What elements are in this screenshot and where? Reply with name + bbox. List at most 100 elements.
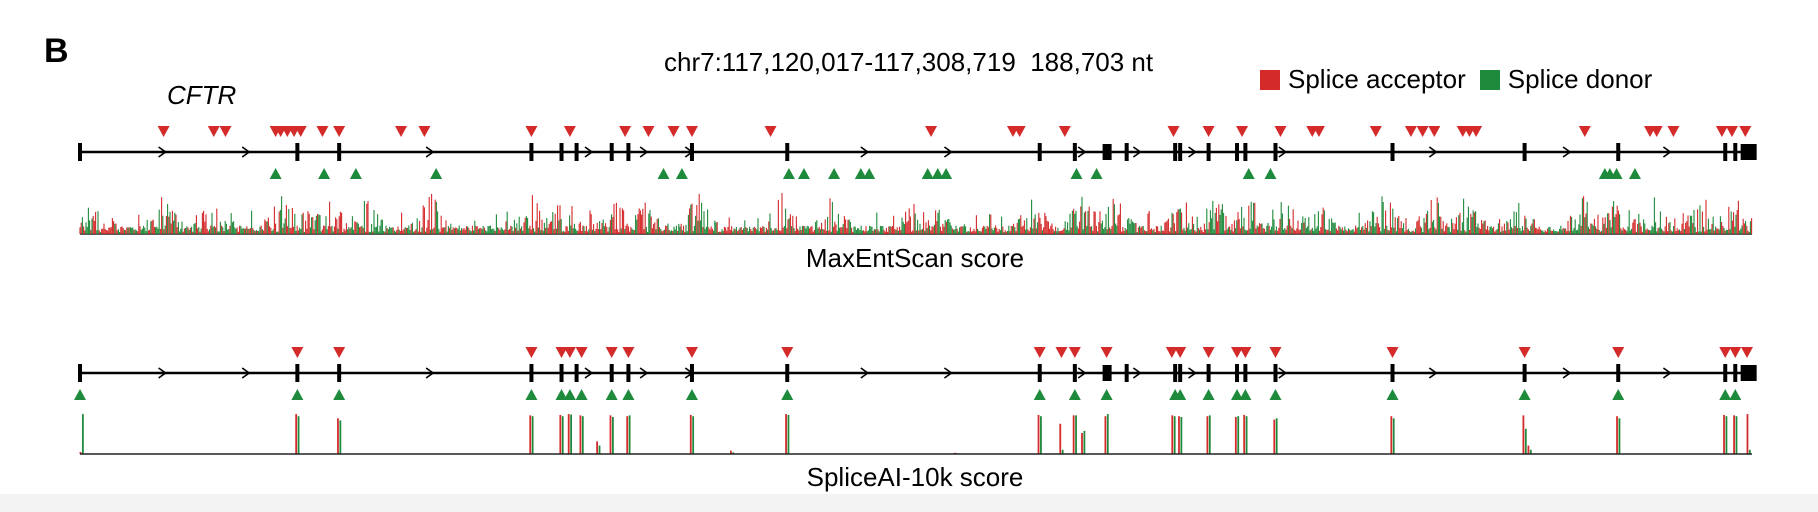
direction-chevron xyxy=(943,367,953,379)
direction-chevron xyxy=(158,367,167,379)
donor-marker xyxy=(1033,389,1046,400)
donor-marker xyxy=(685,389,698,400)
donor-marker xyxy=(333,389,346,400)
acceptor-marker xyxy=(1055,347,1068,358)
exon-block xyxy=(1235,143,1240,161)
acceptor-marker xyxy=(563,126,576,137)
direction-chevron xyxy=(1662,367,1672,379)
acceptor-marker xyxy=(1236,126,1249,137)
exon-block xyxy=(1173,143,1178,161)
acceptor-marker xyxy=(1739,126,1752,137)
acceptor-marker xyxy=(525,347,538,358)
exon-block xyxy=(1616,364,1621,382)
exon-block xyxy=(574,364,579,382)
acceptor-marker xyxy=(1174,347,1187,358)
acceptor-marker xyxy=(685,126,698,137)
direction-chevron xyxy=(1562,367,1572,379)
exon-block xyxy=(559,364,564,382)
direction-chevron xyxy=(584,367,594,379)
exon-block xyxy=(1740,365,1757,381)
acceptor-marker xyxy=(1202,126,1215,137)
exon-block xyxy=(337,143,342,161)
acceptor-marker xyxy=(555,347,568,358)
direction-chevron xyxy=(1188,146,1197,158)
donor-marker xyxy=(1090,168,1103,179)
acceptor-marker xyxy=(1729,347,1742,358)
donor-marker xyxy=(1729,389,1742,400)
direction-chevron xyxy=(1077,146,1087,158)
acceptor-marker xyxy=(316,126,329,137)
donor-marker xyxy=(931,168,944,179)
acceptor-marker xyxy=(764,126,777,137)
donor-marker xyxy=(657,168,670,179)
exon-block xyxy=(1723,143,1728,161)
direction-chevron xyxy=(1188,367,1197,379)
exon-block xyxy=(1235,364,1240,382)
donor-marker xyxy=(863,168,876,179)
donor-marker xyxy=(1518,389,1531,400)
legend-acceptor-label: Splice acceptor xyxy=(1288,64,1466,94)
exon-block xyxy=(1390,143,1395,161)
exon-block xyxy=(689,364,694,382)
donor-marker xyxy=(525,389,538,400)
spliceai-label: SpliceAI-10k score xyxy=(806,462,1024,492)
acceptor-marker xyxy=(667,126,680,137)
direction-chevron xyxy=(1428,146,1438,158)
acceptor-marker xyxy=(1269,347,1282,358)
exon-block xyxy=(295,364,300,382)
donor-marker xyxy=(1070,168,1083,179)
legend-acceptor: Splice acceptor xyxy=(1260,64,1466,95)
legend-donor-label: Splice donor xyxy=(1507,64,1653,94)
acceptor-marker xyxy=(642,126,655,137)
donor-marker xyxy=(349,168,362,179)
acceptor-marker xyxy=(1740,347,1753,358)
exon-block xyxy=(1178,364,1183,382)
donor-marker xyxy=(1264,168,1277,179)
acceptor-marker xyxy=(1167,126,1180,137)
acceptor-marker xyxy=(219,126,232,137)
direction-chevron xyxy=(639,367,649,379)
exon-block xyxy=(1273,364,1278,382)
donor-marker xyxy=(1612,389,1625,400)
acceptor-marker xyxy=(563,347,576,358)
donor-swatch xyxy=(1479,69,1500,90)
direction-chevron xyxy=(1132,367,1142,379)
panel-label: B xyxy=(44,32,69,70)
bottom-strip xyxy=(0,494,1818,512)
exon-block xyxy=(78,364,82,382)
exon-block xyxy=(1173,364,1178,382)
exon-block xyxy=(785,364,790,382)
donor-marker xyxy=(675,168,688,179)
donor-marker xyxy=(1202,389,1215,400)
donor-marker xyxy=(575,389,588,400)
donor-marker xyxy=(1100,389,1113,400)
acceptor-marker xyxy=(1058,126,1071,137)
acceptor-marker xyxy=(294,126,307,137)
exon-block xyxy=(626,143,631,161)
donor-marker xyxy=(1242,168,1255,179)
donor-marker xyxy=(1068,389,1081,400)
exon-block xyxy=(1102,144,1112,160)
direction-chevron xyxy=(1562,146,1572,158)
acceptor-marker xyxy=(1725,126,1738,137)
exon-block xyxy=(529,364,534,382)
acceptor-marker xyxy=(1386,347,1399,358)
donor-marker xyxy=(605,389,618,400)
acceptor-marker xyxy=(157,126,170,137)
acceptor-marker xyxy=(781,347,794,358)
acceptor-marker xyxy=(1667,126,1680,137)
exon-block xyxy=(295,143,300,161)
acceptor-marker xyxy=(395,126,408,137)
exon-block xyxy=(1273,143,1278,161)
direction-chevron xyxy=(860,146,870,158)
donor-marker xyxy=(1239,389,1252,400)
acceptor-marker xyxy=(333,126,346,137)
acceptor-marker xyxy=(1518,347,1531,358)
acceptor-marker xyxy=(1650,126,1663,137)
acceptor-marker xyxy=(1719,347,1732,358)
exon-block xyxy=(1206,143,1211,161)
exon-block xyxy=(609,143,614,161)
acceptor-marker xyxy=(291,347,304,358)
acceptor-marker xyxy=(1416,126,1429,137)
